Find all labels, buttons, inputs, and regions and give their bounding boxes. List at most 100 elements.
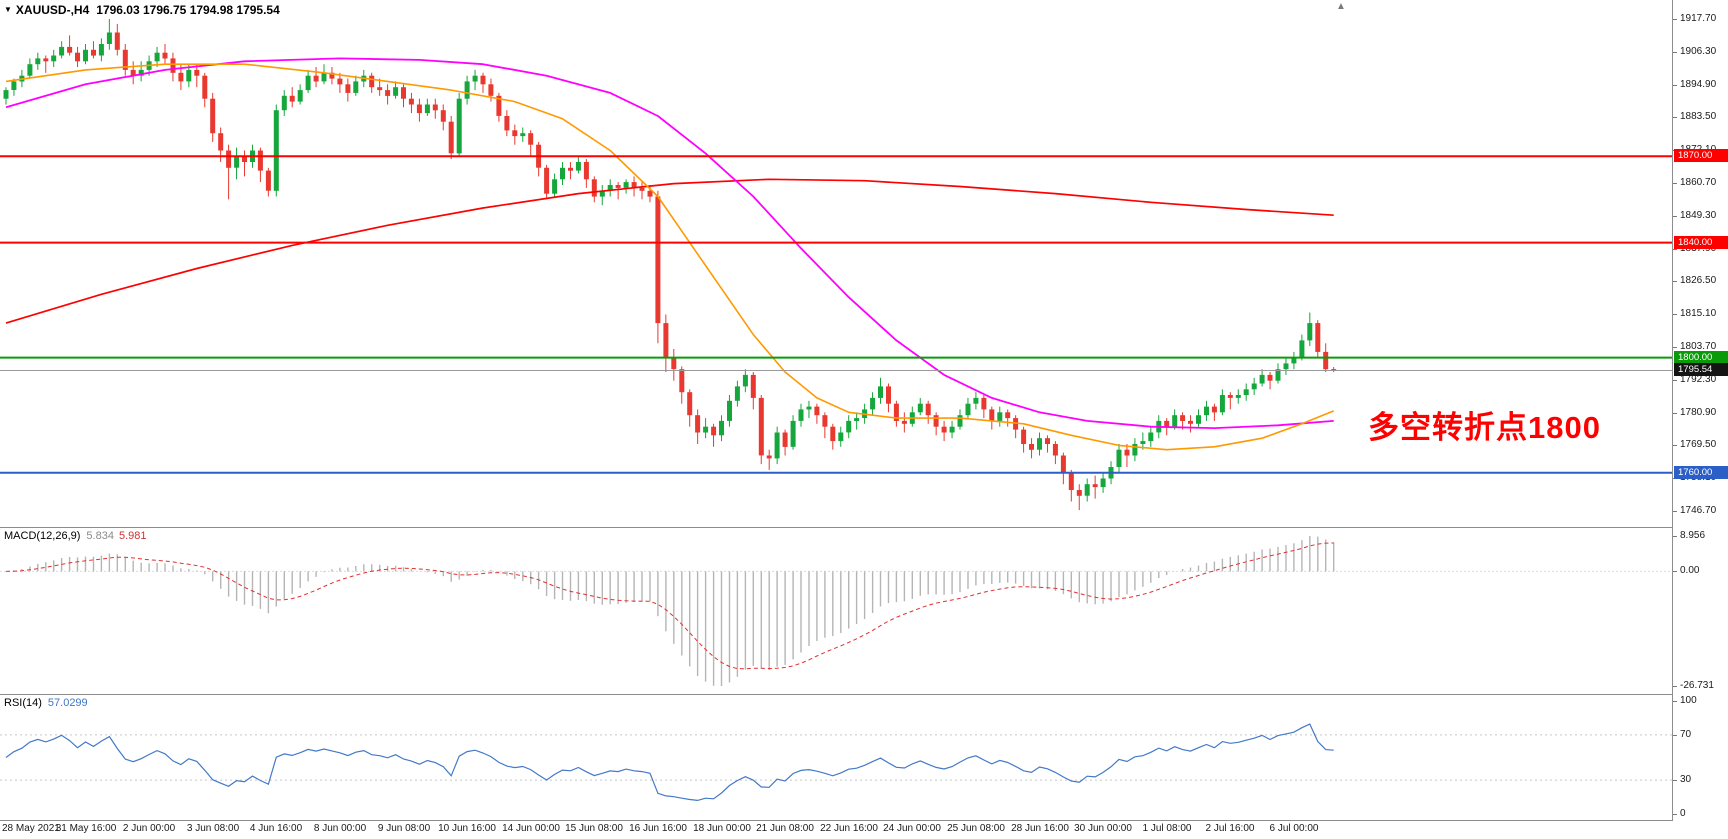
candle-body bbox=[798, 409, 804, 421]
candle-body bbox=[480, 75, 486, 85]
axis-tickmark bbox=[1673, 814, 1677, 815]
candle-body bbox=[1323, 351, 1329, 370]
candle-body bbox=[615, 185, 621, 188]
time-axis-label: 18 Jun 00:00 bbox=[693, 823, 751, 834]
candle-body bbox=[242, 156, 247, 162]
axis-tickmark bbox=[1673, 571, 1677, 572]
axis-tickmark bbox=[1673, 780, 1677, 781]
candle-body bbox=[528, 133, 534, 145]
candle-body bbox=[488, 84, 494, 96]
candle-body bbox=[1029, 444, 1034, 450]
candle-body bbox=[1283, 363, 1289, 370]
candle-body bbox=[965, 403, 971, 416]
candle-body bbox=[766, 455, 772, 459]
axis-tickmark bbox=[1673, 117, 1677, 118]
pane-separator[interactable] bbox=[0, 820, 1728, 821]
time-axis-label: 30 Jun 00:00 bbox=[1074, 823, 1132, 834]
candle-body bbox=[1196, 415, 1201, 424]
time-axis-label: 22 Jun 16:00 bbox=[820, 823, 878, 834]
time-axis-label: 9 Jun 08:00 bbox=[377, 823, 431, 834]
candle-body bbox=[806, 406, 812, 410]
one-click-trading-arrow-icon[interactable]: ▼ bbox=[4, 5, 12, 14]
candle-body bbox=[83, 49, 88, 62]
time-axis-label: 25 Jun 08:00 bbox=[947, 823, 1005, 834]
candle-body bbox=[973, 397, 979, 404]
candle-body bbox=[456, 98, 462, 154]
candle-body bbox=[647, 190, 653, 197]
candle-body bbox=[599, 190, 605, 197]
price-tick-label: 1894.90 bbox=[1680, 79, 1717, 90]
candle-body bbox=[568, 167, 573, 171]
candle-body bbox=[313, 75, 319, 82]
time-axis-label: 2 Jul 16:00 bbox=[1205, 823, 1255, 834]
axis-tickmark bbox=[1673, 536, 1677, 537]
macd-histogram bbox=[13, 536, 1335, 686]
hline-price-badge: 1760.00 bbox=[1674, 466, 1728, 479]
candle-body bbox=[472, 75, 478, 82]
chart-shift-marker-icon[interactable]: ▲ bbox=[1336, 1, 1346, 12]
time-axis-label: 15 Jun 08:00 bbox=[565, 823, 623, 834]
time-axis-label: 21 Jun 08:00 bbox=[756, 823, 814, 834]
pane-separator[interactable] bbox=[0, 527, 1728, 528]
hline-price-badge: 1870.00 bbox=[1674, 149, 1728, 162]
candle-body bbox=[1243, 389, 1249, 396]
macd-signal-line bbox=[5, 542, 1334, 670]
candle-body bbox=[234, 156, 240, 168]
rsi-pane[interactable] bbox=[0, 695, 1672, 820]
price-tick-label: 1803.70 bbox=[1680, 341, 1717, 352]
price-axis[interactable]: 1917.701906.301894.901883.501872.101860.… bbox=[1672, 0, 1728, 821]
candle-body bbox=[774, 432, 780, 459]
candle-body bbox=[91, 49, 96, 56]
candle-body bbox=[886, 386, 891, 404]
candle-body bbox=[1148, 432, 1154, 442]
candle-body bbox=[1267, 374, 1273, 381]
candle-body bbox=[186, 69, 192, 82]
price-tick-label: 1917.70 bbox=[1680, 13, 1717, 24]
candle-body bbox=[1164, 420, 1170, 427]
price-tick-label: 1746.70 bbox=[1680, 505, 1717, 516]
axis-tickmark bbox=[1673, 511, 1677, 512]
price-tick-label: 1906.30 bbox=[1680, 46, 1717, 57]
time-axis-label: 28 Jun 16:00 bbox=[1011, 823, 1069, 834]
ma-slow-magenta-line bbox=[5, 57, 1334, 429]
rsi-line bbox=[5, 723, 1334, 802]
candle-body bbox=[1076, 490, 1082, 496]
candle-body bbox=[655, 196, 661, 324]
candle-body bbox=[1045, 438, 1050, 444]
candle-body bbox=[106, 32, 112, 44]
candle-body bbox=[742, 374, 748, 387]
price-tick-label: 1849.30 bbox=[1680, 210, 1717, 221]
macd-pane[interactable] bbox=[0, 528, 1672, 694]
candle-body bbox=[329, 72, 335, 79]
macd-main-value: 5.834 bbox=[86, 530, 114, 542]
candle-body bbox=[901, 420, 907, 424]
candle-body bbox=[178, 72, 184, 82]
candle-body bbox=[337, 78, 343, 85]
candle-body bbox=[575, 162, 581, 171]
candle-body bbox=[822, 415, 828, 427]
candle-body bbox=[114, 32, 120, 50]
price-tick-label: 70 bbox=[1680, 729, 1692, 740]
ma-fast-orange-line bbox=[5, 63, 1335, 451]
candle-body bbox=[1140, 441, 1146, 444]
candle-body bbox=[782, 432, 788, 447]
pane-separator[interactable] bbox=[0, 694, 1728, 695]
axis-tickmark bbox=[1673, 686, 1677, 687]
axis-tickmark bbox=[1673, 281, 1677, 282]
main-price-pane[interactable] bbox=[0, 0, 1672, 527]
candle-body bbox=[27, 64, 33, 76]
hline-price-badge: 1800.00 bbox=[1674, 351, 1728, 364]
macd-signal-value: 5.981 bbox=[118, 530, 147, 542]
time-axis[interactable]: 28 May 2021 31 May 16:00 2 Jun 00:00 3 Jun … bbox=[0, 821, 1728, 839]
time-axis-label: 31 May 16:00 bbox=[55, 823, 117, 834]
candle-body bbox=[520, 133, 526, 137]
candle-body bbox=[981, 397, 987, 410]
candle-body bbox=[218, 133, 224, 151]
candle-body bbox=[1052, 444, 1058, 456]
candle-body bbox=[1259, 374, 1265, 384]
candle-body bbox=[385, 90, 391, 96]
candle-body bbox=[703, 426, 709, 433]
candle-body bbox=[591, 179, 597, 197]
candle-body bbox=[846, 420, 852, 433]
